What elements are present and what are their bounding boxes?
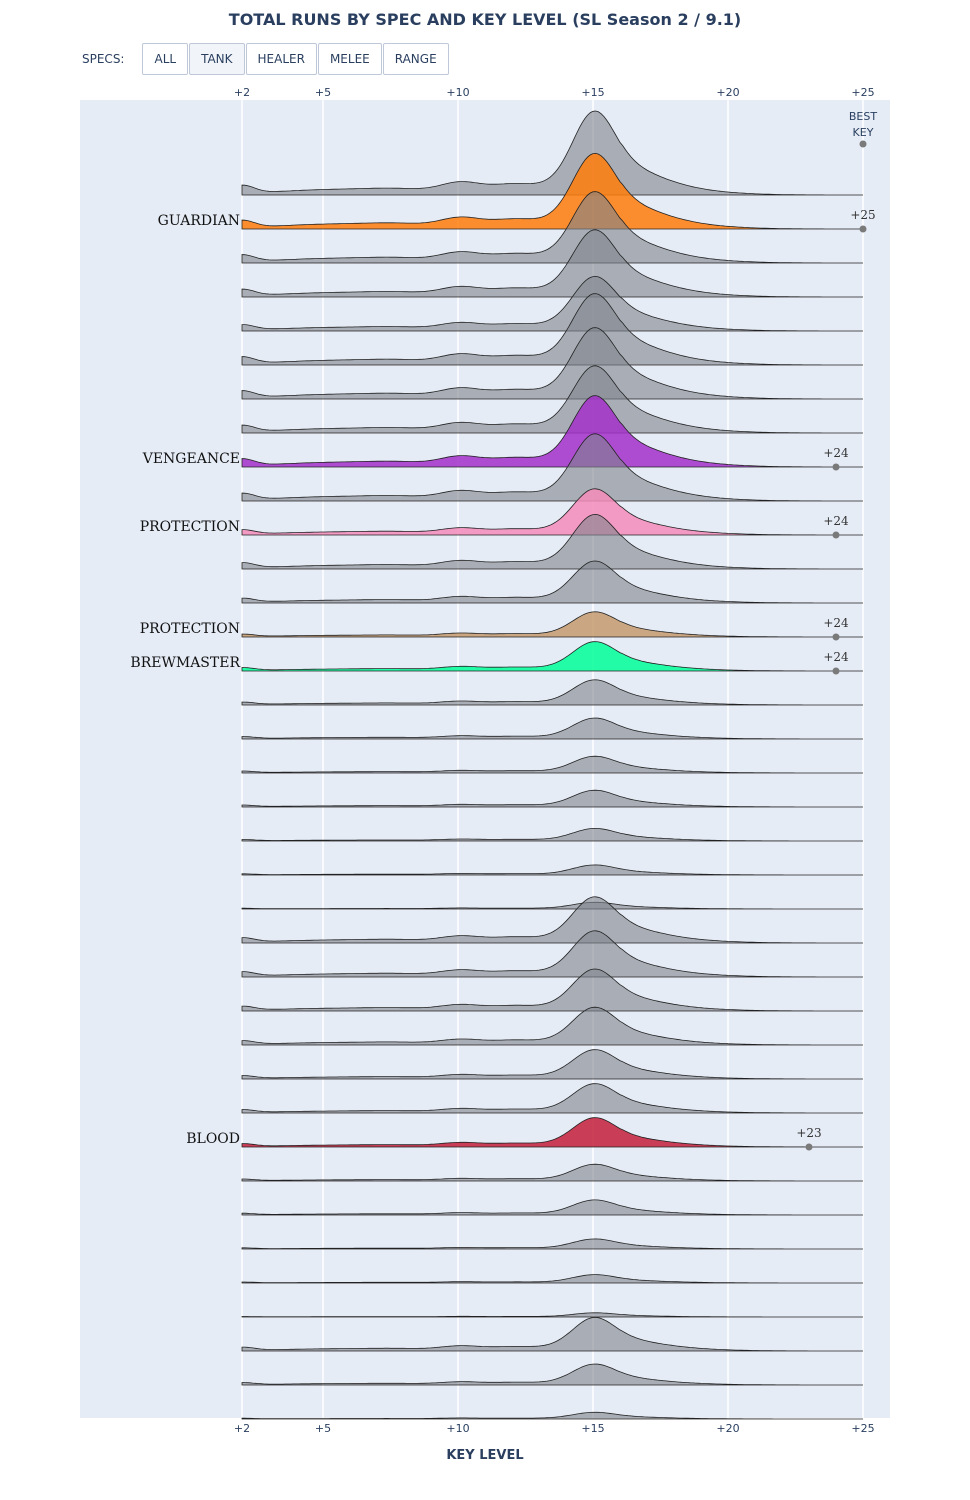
spec-button-melee[interactable]: MELEE	[317, 43, 382, 75]
spec-button-healer[interactable]: HEALER	[245, 43, 317, 75]
x-tick-label-top: +15	[581, 86, 604, 99]
x-tick-label-top: +20	[716, 86, 739, 99]
best-key-header-marker	[859, 140, 867, 148]
ridge	[241, 433, 863, 502]
spec-label: BREWMASTER	[130, 655, 240, 671]
ridge	[241, 1199, 863, 1216]
x-tick-label-bottom: +15	[581, 1422, 604, 1435]
ridge	[241, 1411, 863, 1420]
spec-button-range[interactable]: RANGE	[382, 43, 449, 75]
spec-label: BLOOD	[186, 1131, 240, 1147]
ridge	[241, 828, 863, 842]
ridge	[241, 717, 863, 740]
ridge	[241, 1274, 863, 1284]
spec-button-all[interactable]: ALL	[142, 43, 189, 75]
spec-label: PROTECTION	[140, 621, 240, 637]
ridge	[241, 560, 863, 604]
x-tick-label-bottom: +25	[851, 1422, 874, 1435]
spec-label: GUARDIAN	[158, 213, 240, 229]
spec-labels: GUARDIAN VENGEANCE PROTECTION PROTECTION BRE…	[130, 213, 240, 1147]
x-tick-label-top: +10	[446, 86, 469, 99]
x-tick-label-bottom: +5	[315, 1422, 331, 1435]
ridge	[241, 1363, 863, 1386]
ridge-brewmaster	[241, 641, 863, 672]
best-key-value: +25	[850, 208, 875, 222]
ridge	[241, 755, 863, 774]
ridges	[241, 110, 863, 1420]
ridge	[241, 901, 863, 910]
best-key-value: +23	[796, 1126, 821, 1140]
spec-button-tank[interactable]: TANK	[189, 43, 245, 75]
ridge	[241, 1083, 863, 1114]
ridge	[241, 229, 863, 298]
best-key-marker	[832, 463, 840, 471]
ridge	[241, 896, 863, 944]
x-axis-label: KEY LEVEL	[446, 1448, 524, 1463]
specs-filter: SPECS: ALL TANK HEALER MELEE RANGE	[82, 42, 450, 76]
ridge-protection	[241, 611, 863, 638]
ridge-guardian	[241, 152, 863, 230]
best-key-markers: BEST KEY +25 +24 +24 +24 +24 +23	[796, 110, 877, 1151]
ridge	[241, 327, 863, 400]
ridge	[241, 1238, 863, 1250]
ridge-vengeance	[241, 395, 863, 468]
ridge	[241, 1049, 863, 1080]
ridge-blood	[241, 1117, 863, 1148]
ridge	[241, 275, 863, 332]
specs-label: SPECS:	[82, 52, 125, 66]
axis-ticks: +2 +2 +5 +5 +10 +10 +15 +15 +20 +20 +25 +25	[234, 86, 875, 1435]
spec-label: PROTECTION	[140, 519, 240, 535]
best-key-value: +24	[823, 616, 849, 630]
x-tick-label-top: +2	[234, 86, 250, 99]
ridge	[241, 930, 863, 978]
ridge	[241, 293, 863, 366]
ridge	[241, 191, 863, 264]
ridge	[241, 789, 863, 808]
spec-label: VENGEANCE	[142, 451, 240, 467]
x-tick-label-bottom: +10	[446, 1422, 469, 1435]
ridge	[241, 1006, 863, 1046]
ridge	[241, 679, 863, 706]
ridge	[241, 968, 863, 1012]
ridge-protection	[241, 488, 863, 536]
best-key-marker	[805, 1143, 813, 1151]
ridge	[241, 1316, 863, 1352]
plot-background	[80, 100, 890, 1418]
best-key-value: +24	[823, 446, 849, 460]
best-key-value: +24	[823, 514, 849, 528]
ridge	[241, 110, 863, 196]
chart-title: TOTAL RUNS BY SPEC AND KEY LEVEL (SL Sea…	[228, 10, 742, 29]
ridge	[241, 864, 863, 876]
ridge	[241, 365, 863, 434]
best-key-marker	[832, 667, 840, 675]
ridge	[241, 1312, 863, 1318]
best-key-header: BEST	[849, 110, 877, 123]
x-tick-label-top: +5	[315, 86, 331, 99]
ridge	[241, 1163, 863, 1182]
best-key-marker	[859, 225, 867, 233]
best-key-value: +24	[823, 650, 849, 664]
x-tick-label-bottom: +20	[716, 1422, 739, 1435]
ridge	[241, 513, 863, 570]
best-key-marker	[832, 531, 840, 539]
best-key-header: KEY	[853, 126, 874, 139]
x-tick-label-top: +25	[851, 86, 874, 99]
x-tick-label-bottom: +2	[234, 1422, 250, 1435]
best-key-marker	[832, 633, 840, 641]
